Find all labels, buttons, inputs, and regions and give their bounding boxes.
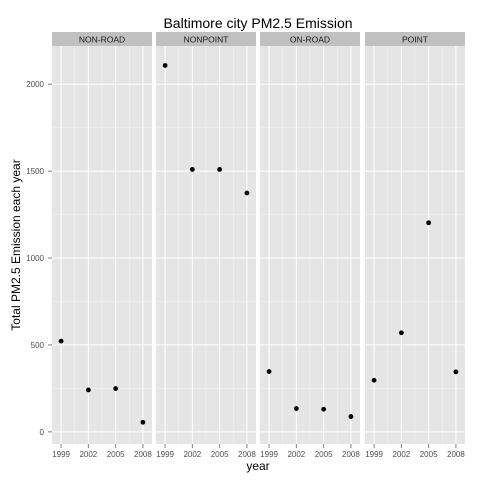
x-tick-label: 2005 — [420, 450, 438, 459]
x-tick-label: 2002 — [392, 450, 410, 459]
y-axis: 0 500 1000 1500 2000 — [26, 80, 52, 437]
facet-strip-label: NONPOINT — [184, 35, 229, 45]
data-point — [321, 406, 327, 412]
data-point — [162, 63, 168, 68]
facet-panels: NON-ROAD 1999 2002 2005 2008 NONPOINT 1999 2002… — [52, 32, 465, 459]
data-point — [244, 190, 250, 196]
facet-panel-on-road: ON-ROAD 1999 2002 2005 2008 — [260, 32, 360, 459]
data-point — [217, 166, 223, 172]
data-point — [348, 414, 354, 419]
facet-strip — [156, 32, 256, 46]
data-point — [85, 387, 91, 393]
x-tick-label: 2002 — [79, 450, 97, 459]
data-point — [453, 369, 459, 375]
x-tick-label: 1999 — [52, 450, 70, 459]
x-tick-label: 2008 — [447, 450, 465, 459]
data-point — [58, 338, 64, 344]
chart-title: Baltimore city PM2.5 Emission — [163, 15, 352, 31]
y-tick-label: 0 — [40, 428, 45, 437]
facet-panel-non-road: NON-ROAD 1999 2002 2005 2008 — [52, 32, 152, 459]
facet-strip — [52, 32, 152, 46]
y-tick-label: 1500 — [26, 167, 44, 176]
facet-panel-point: POINT 1999 2002 2005 2008 — [365, 32, 465, 459]
facet-strip — [365, 32, 465, 46]
data-point — [189, 166, 195, 172]
x-tick-label: 2008 — [238, 450, 256, 459]
x-tick-label: 2005 — [211, 450, 229, 459]
y-tick-label: 2000 — [26, 80, 44, 89]
data-point — [113, 386, 119, 391]
x-axis-title: year — [246, 459, 269, 473]
x-tick-label: 2002 — [183, 450, 201, 459]
data-point — [140, 419, 146, 425]
y-tick-label: 500 — [31, 341, 45, 350]
facet-strip — [260, 32, 360, 46]
x-tick-label: 1999 — [156, 450, 174, 459]
facet-strip-label: NON-ROAD — [79, 35, 125, 45]
x-tick-label: 2005 — [315, 450, 333, 459]
x-tick-label: 2008 — [134, 450, 152, 459]
facet-panel-nonpoint: NONPOINT 1999 2002 2005 2008 — [156, 32, 256, 459]
facet-strip-label: ON-ROAD — [290, 35, 330, 45]
x-tick-label: 1999 — [260, 450, 278, 459]
data-point — [293, 406, 299, 411]
x-tick-label: 1999 — [365, 450, 383, 459]
y-axis-title: Total PM2.5 Emission each year — [9, 159, 23, 330]
data-point — [426, 220, 432, 226]
y-tick-label: 1000 — [26, 254, 44, 263]
facet-strip-label: POINT — [402, 35, 428, 45]
x-tick-label: 2008 — [342, 450, 360, 459]
data-point — [371, 377, 377, 383]
data-point — [266, 369, 272, 374]
x-tick-label: 2002 — [287, 450, 305, 459]
data-point — [398, 330, 404, 336]
x-tick-label: 2005 — [107, 450, 125, 459]
